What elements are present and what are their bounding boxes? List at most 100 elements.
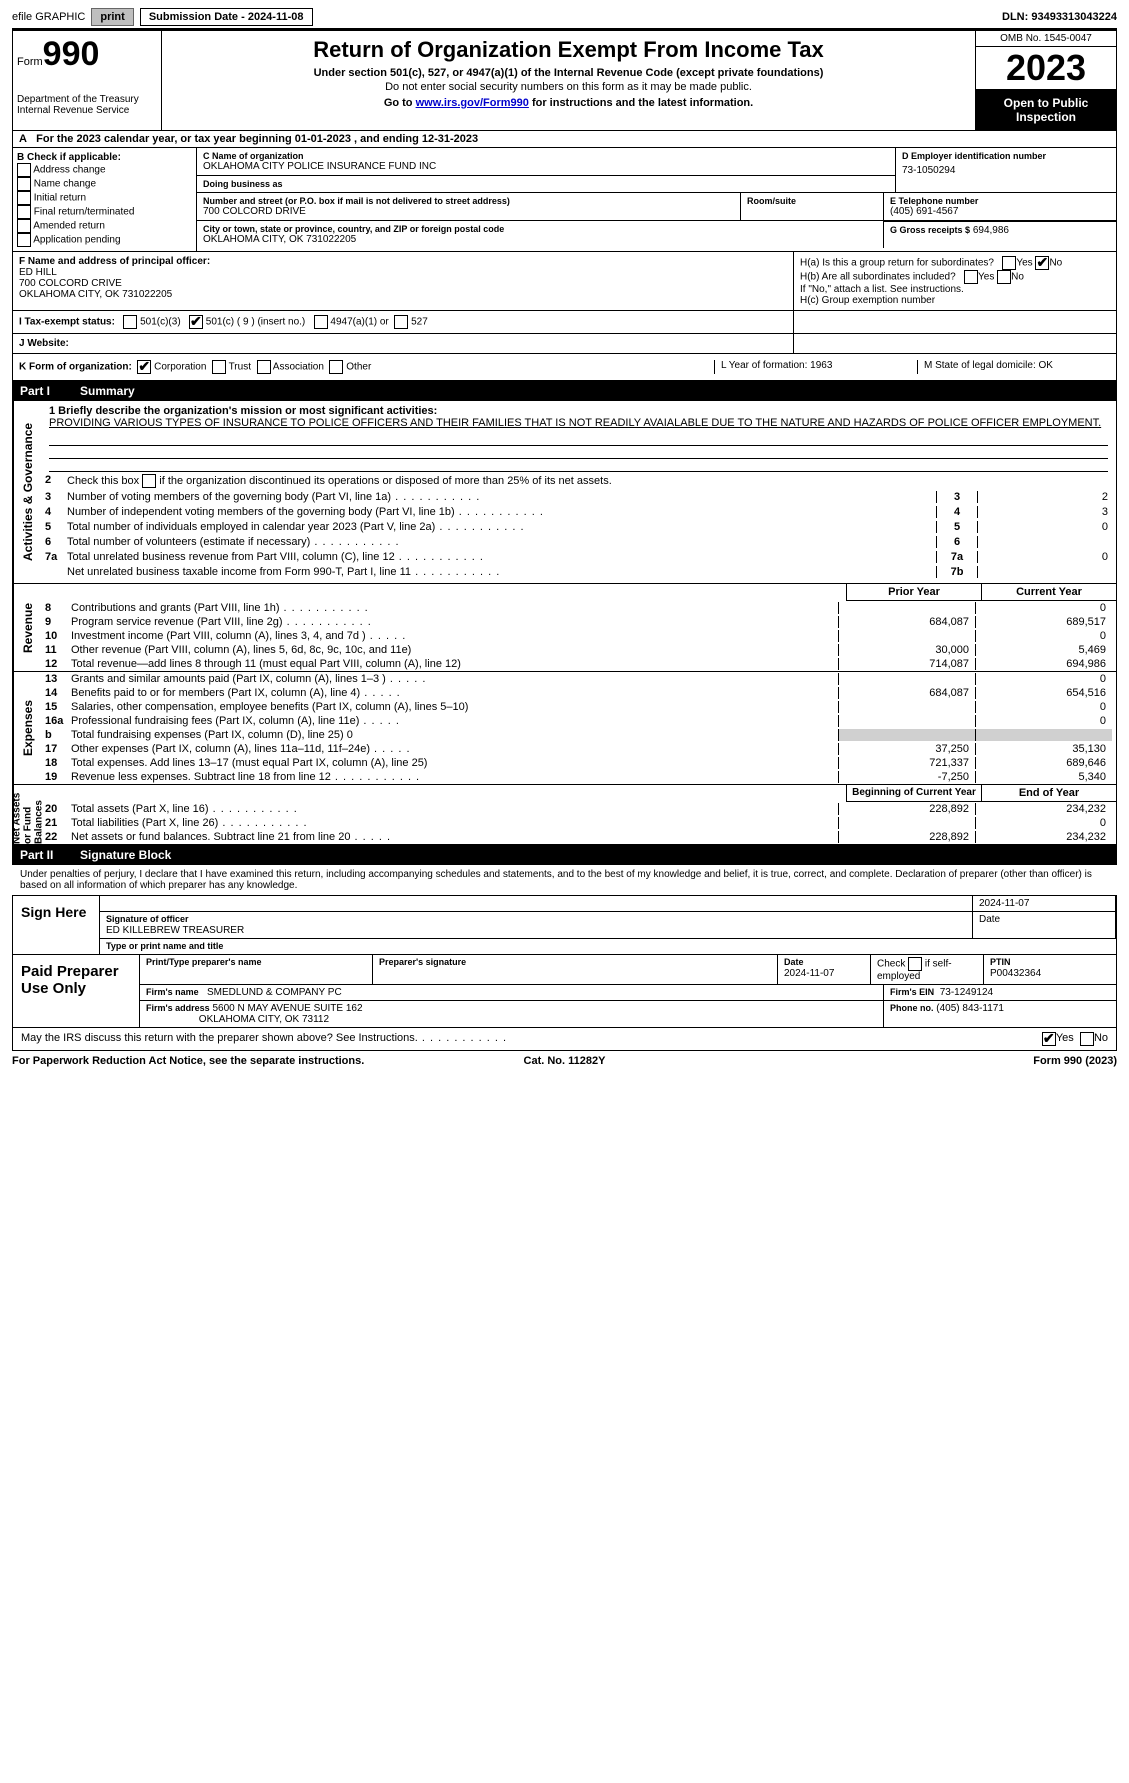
app-pending-checkbox[interactable]	[17, 233, 31, 247]
line-17-prior: 37,250	[838, 743, 975, 755]
signature-declaration: Under penalties of perjury, I declare th…	[12, 865, 1117, 895]
final-return-checkbox[interactable]	[17, 205, 31, 219]
state-domicile: M State of legal domicile: OK	[918, 360, 1110, 374]
phone-label: E Telephone number	[890, 196, 1110, 206]
hc-label: H(c) Group exemption number	[800, 295, 1110, 306]
501c3-checkbox[interactable]	[123, 315, 137, 329]
prep-date-label: Date	[784, 957, 804, 967]
hb-yes-checkbox[interactable]	[964, 270, 978, 284]
calendar-year-text: For the 2023 calendar year, or tax year …	[36, 133, 478, 145]
dln-number: DLN: 93493313043224	[1002, 11, 1117, 23]
ptin-value: P00432364	[990, 968, 1041, 979]
footer: For Paperwork Reduction Act Notice, see …	[12, 1051, 1117, 1071]
sig-officer-name: ED KILLEBREW TREASURER	[106, 925, 244, 936]
firm-name: SMEDLUND & COMPANY PC	[207, 987, 342, 998]
type-label: Type or print name and title	[106, 941, 223, 951]
hb-no: No	[1011, 272, 1024, 283]
website-label: J Website:	[19, 338, 69, 349]
trust-label: Trust	[229, 362, 251, 373]
line-21-text: Total liabilities (Part X, line 26)	[71, 817, 838, 829]
header-right: OMB No. 1545-0047 2023 Open to Public In…	[976, 31, 1116, 130]
assoc-checkbox[interactable]	[257, 360, 271, 374]
discuss-yes-checkbox[interactable]	[1042, 1032, 1056, 1046]
ha-no-checkbox[interactable]	[1035, 256, 1049, 270]
current-year-header: Current Year	[981, 584, 1116, 601]
revenue-label: Revenue	[13, 584, 42, 671]
name-change-checkbox[interactable]	[17, 177, 31, 191]
ha-no: No	[1049, 258, 1062, 269]
line-8-curr: 0	[975, 602, 1112, 614]
line-6-val	[977, 536, 1112, 548]
netassets-section: Net Assets or Fund Balances Beginning of…	[12, 785, 1117, 845]
ha-yes-checkbox[interactable]	[1002, 256, 1016, 270]
corp-checkbox[interactable]	[137, 360, 151, 374]
part-2-num: Part II	[20, 848, 80, 862]
sig-date: 2024-11-07	[973, 896, 1116, 911]
line-15-prior	[838, 701, 975, 713]
part-1-title: Summary	[80, 384, 135, 398]
form-title: Return of Organization Exempt From Incom…	[168, 37, 969, 63]
city-label: City or town, state or province, country…	[203, 224, 877, 234]
line-2-checkbox[interactable]	[142, 474, 156, 488]
addr-change-checkbox[interactable]	[17, 163, 31, 177]
irs-link[interactable]: www.irs.gov/Form990	[416, 97, 529, 109]
line-10-text: Investment income (Part VIII, column (A)…	[71, 630, 838, 642]
line-20-text: Total assets (Part X, line 16)	[71, 803, 838, 815]
amended-return-label: Amended return	[33, 221, 105, 232]
footer-right: Form 990 (2023)	[605, 1055, 1117, 1067]
officer-name: ED HILL	[19, 267, 787, 278]
prep-date: 2024-11-07	[784, 968, 834, 979]
line-13-prior	[838, 673, 975, 685]
corp-label: Corporation	[154, 362, 206, 373]
line-21-end: 0	[975, 817, 1112, 829]
line-3-text: Number of voting members of the governin…	[67, 491, 936, 503]
line-16a-text: Professional fundraising fees (Part IX, …	[71, 715, 838, 727]
prep-sig-label: Preparer's signature	[379, 957, 466, 967]
print-button[interactable]: print	[91, 8, 133, 26]
topbar: efile GRAPHIC print Submission Date - 20…	[12, 8, 1117, 30]
line-13-text: Grants and similar amounts paid (Part IX…	[71, 673, 838, 685]
omb-number: OMB No. 1545-0047	[976, 31, 1116, 47]
form-org-label: K Form of organization:	[19, 362, 132, 373]
hb-note: If "No," attach a list. See instructions…	[800, 284, 1110, 295]
527-checkbox[interactable]	[394, 315, 408, 329]
line-7a-text: Total unrelated business revenue from Pa…	[67, 551, 936, 563]
line-11-curr: 5,469	[975, 644, 1112, 656]
col-c: C Name of organization OKLAHOMA CITY POL…	[197, 148, 896, 192]
line-18-curr: 689,646	[975, 757, 1112, 769]
line-8-prior	[838, 602, 975, 614]
discuss-no-checkbox[interactable]	[1080, 1032, 1094, 1046]
other-checkbox[interactable]	[329, 360, 343, 374]
phone-value: (405) 691-4567	[890, 206, 1110, 217]
4947-checkbox[interactable]	[314, 315, 328, 329]
501c-checkbox[interactable]	[189, 315, 203, 329]
hb-no-checkbox[interactable]	[997, 270, 1011, 284]
self-emp-checkbox[interactable]	[908, 957, 922, 971]
ha-yes: Yes	[1016, 258, 1032, 269]
final-return-label: Final return/terminated	[34, 207, 135, 218]
line-16a-prior	[838, 715, 975, 727]
line-2-text2: if the organization discontinued its ope…	[156, 475, 612, 487]
part-2-title: Signature Block	[80, 848, 171, 862]
firm-addr-label: Firm's address	[146, 1003, 210, 1013]
begin-year-header: Beginning of Current Year	[846, 785, 981, 802]
tax-year: 2023	[976, 47, 1116, 90]
subtitle-1: Under section 501(c), 527, or 4947(a)(1)…	[168, 67, 969, 79]
initial-return-checkbox[interactable]	[17, 191, 31, 205]
trust-checkbox[interactable]	[212, 360, 226, 374]
expenses-label: Expenses	[13, 672, 42, 784]
assoc-label: Association	[273, 362, 324, 373]
efile-label: efile GRAPHIC	[12, 11, 85, 23]
line-17-curr: 35,130	[975, 743, 1112, 755]
firm-phone-label: Phone no.	[890, 1003, 934, 1013]
form-word: Form	[17, 56, 43, 68]
sign-here-block: Sign Here 2024-11-07 Signature of office…	[12, 895, 1117, 955]
col-cdef: C Name of organization OKLAHOMA CITY POL…	[197, 148, 1116, 251]
underline	[49, 446, 1108, 459]
line-7b-val	[977, 566, 1112, 578]
line-14-curr: 654,516	[975, 687, 1112, 699]
prep-name-label: Print/Type preparer's name	[146, 957, 262, 967]
line-16a-curr: 0	[975, 715, 1112, 727]
line-5-val: 0	[977, 521, 1112, 533]
amended-return-checkbox[interactable]	[17, 219, 31, 233]
